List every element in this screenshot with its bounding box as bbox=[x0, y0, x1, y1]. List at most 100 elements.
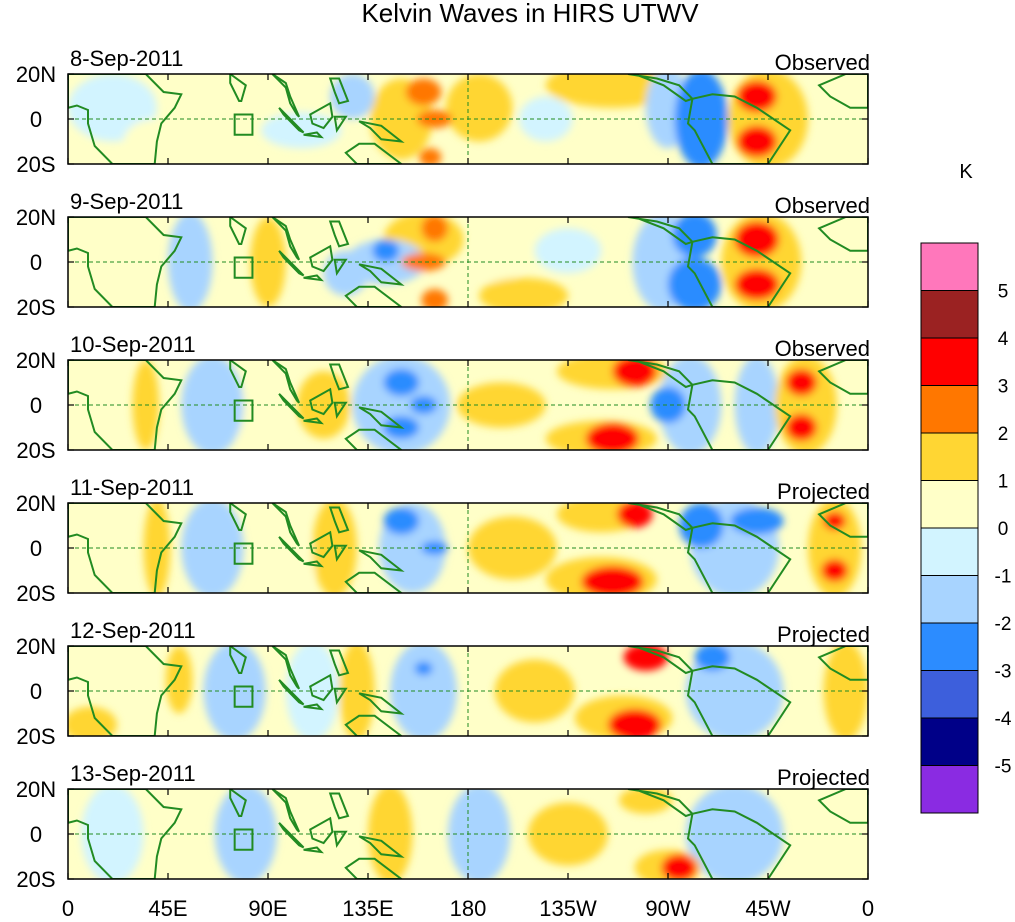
coastline bbox=[309, 816, 334, 845]
panel-date: 10-Sep-2011 bbox=[70, 332, 196, 357]
coastline bbox=[627, 360, 695, 389]
colorbar-level-label: -1 bbox=[995, 567, 1012, 588]
coastline bbox=[229, 789, 247, 817]
region-box bbox=[233, 113, 254, 136]
colorbar-swatch bbox=[920, 717, 979, 766]
anomaly-contour bbox=[410, 396, 437, 414]
coastline bbox=[309, 244, 334, 273]
y-tick-label: 20N bbox=[16, 491, 56, 516]
coastline bbox=[817, 789, 868, 824]
anomaly-contour bbox=[421, 217, 448, 242]
panel-1: 20N 0 20S 8-Sep-2011 Observed bbox=[16, 46, 870, 177]
y-tick-label: 20S bbox=[16, 724, 55, 749]
coastline bbox=[328, 363, 350, 391]
x-tick-label: 0 bbox=[62, 896, 74, 921]
colorbar-level-label: 5 bbox=[998, 282, 1009, 303]
anomaly-contour bbox=[479, 277, 568, 307]
anomaly-contour bbox=[672, 217, 717, 258]
coastline bbox=[358, 263, 405, 286]
x-tick-label: 90E bbox=[248, 896, 287, 921]
coastline bbox=[229, 360, 247, 388]
panel-date: 12-Sep-2011 bbox=[70, 618, 196, 643]
coastline bbox=[278, 679, 305, 706]
coastline bbox=[817, 646, 868, 681]
coastline bbox=[68, 503, 183, 593]
anomaly-contour bbox=[383, 507, 420, 535]
coastline bbox=[817, 360, 868, 395]
anomaly-contour bbox=[263, 532, 317, 587]
colorbar-level-label: -3 bbox=[995, 662, 1012, 683]
region-box bbox=[233, 828, 254, 851]
coastline bbox=[68, 360, 183, 450]
coastline bbox=[271, 789, 301, 833]
colorbar-swatch bbox=[920, 670, 979, 719]
y-tick-label: 20S bbox=[16, 581, 55, 606]
coastline bbox=[328, 649, 350, 677]
y-tick-label: 20S bbox=[16, 152, 55, 177]
colorbar-swatch bbox=[920, 622, 979, 671]
coastline bbox=[278, 393, 305, 420]
y-tick-label: 0 bbox=[30, 250, 42, 275]
colorbar-swatch bbox=[920, 765, 979, 814]
anomaly-contour bbox=[383, 369, 420, 396]
coastline bbox=[229, 646, 247, 674]
anomaly-contour bbox=[165, 646, 193, 714]
panel-4: 20N 0 20S 11-Sep-2011 Projected bbox=[16, 475, 870, 606]
anomaly-contour bbox=[494, 659, 575, 723]
coastline bbox=[68, 646, 183, 736]
coastline bbox=[344, 142, 403, 164]
colorbar-swatch bbox=[920, 242, 979, 291]
coastline bbox=[817, 503, 868, 538]
coastline bbox=[686, 522, 792, 593]
coastline bbox=[333, 544, 348, 562]
anomaly-contour bbox=[479, 217, 524, 285]
coastline bbox=[303, 846, 325, 854]
coastline bbox=[303, 131, 325, 139]
coastline bbox=[344, 714, 403, 736]
anomaly-contour bbox=[390, 646, 457, 736]
coastline bbox=[278, 822, 305, 849]
coastline bbox=[686, 808, 792, 879]
coastline bbox=[686, 93, 792, 164]
coastline bbox=[309, 673, 334, 702]
coastline bbox=[358, 692, 405, 715]
anomaly-contour bbox=[694, 646, 731, 671]
anomaly-contour bbox=[734, 221, 780, 258]
colorbar-level-label: 2 bbox=[998, 424, 1009, 445]
colorbar-swatch bbox=[920, 290, 979, 339]
x-tick-label: 135E bbox=[342, 896, 393, 921]
coastline bbox=[344, 857, 403, 879]
anomaly-contour bbox=[616, 503, 653, 528]
panel-date: 13-Sep-2011 bbox=[70, 761, 196, 786]
y-tick-label: 0 bbox=[30, 679, 42, 704]
coastline bbox=[309, 530, 334, 559]
region-box bbox=[233, 399, 254, 422]
anomaly-contour bbox=[181, 503, 244, 593]
coastline bbox=[333, 115, 348, 133]
coastline bbox=[358, 549, 405, 572]
y-tick-label: 20S bbox=[16, 867, 55, 892]
y-tick-label: 20S bbox=[16, 438, 55, 463]
anomaly-contour bbox=[581, 566, 644, 593]
colorbar-level-label: -2 bbox=[995, 614, 1012, 635]
coastline bbox=[303, 703, 325, 711]
coastline bbox=[333, 401, 348, 419]
y-tick-label: 0 bbox=[30, 822, 42, 847]
coastline bbox=[358, 835, 405, 858]
panel-status-label: Projected bbox=[777, 765, 870, 790]
x-tick-label: 0 bbox=[862, 896, 874, 921]
y-tick-label: 0 bbox=[30, 107, 42, 132]
anomaly-contour bbox=[650, 387, 686, 423]
panel-2: 20N 0 20S 9-Sep-2011 Observed bbox=[16, 189, 870, 320]
x-tick-label: 180 bbox=[450, 896, 487, 921]
y-tick-label: 20S bbox=[16, 295, 55, 320]
coastline bbox=[68, 74, 183, 164]
region-box bbox=[233, 542, 254, 565]
coastline bbox=[627, 217, 695, 246]
anomaly-contour bbox=[612, 360, 657, 387]
anomaly-contour bbox=[608, 709, 662, 736]
anomaly-contour bbox=[785, 414, 817, 441]
coastline bbox=[328, 506, 350, 534]
colorbar-level-label: 1 bbox=[998, 472, 1009, 493]
